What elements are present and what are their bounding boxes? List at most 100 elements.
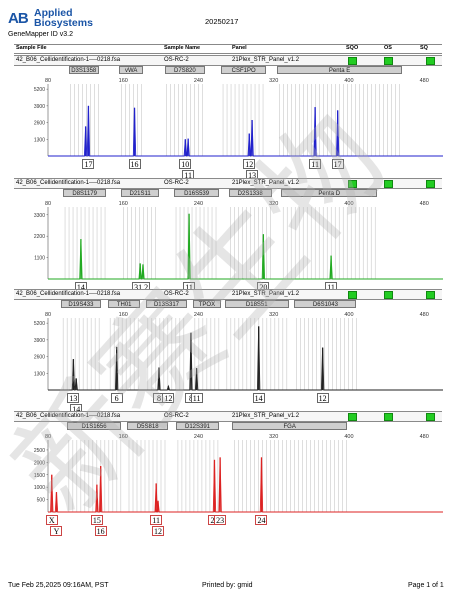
x-tick-label: 320	[269, 78, 278, 84]
locus-label: CSF1PO	[221, 66, 267, 74]
x-tick-label: 80	[45, 78, 51, 84]
allele-call: 12	[243, 159, 256, 169]
allele-call: 12	[316, 393, 329, 403]
panel-file: 42_B06_Cellidentification-1----0218.fsa	[16, 57, 121, 63]
y-tick-label: 1100	[34, 256, 45, 262]
brand-line-2: Biosystems	[34, 17, 93, 29]
y-tick-label: 500	[37, 498, 46, 504]
col-sq: SQ	[420, 45, 428, 51]
locus-label: D13S317	[145, 300, 188, 308]
trace-line	[48, 326, 443, 391]
y-tick-label: 1300	[34, 371, 45, 377]
y-tick-label: 2000	[34, 460, 45, 466]
locus-label: FGA	[232, 422, 348, 430]
x-tick-label: 160	[119, 312, 128, 318]
footer-printed-by: Printed by: gmid	[202, 582, 253, 589]
x-tick-label: 480	[420, 312, 429, 318]
locus-label: D8S1179	[63, 189, 107, 197]
locus-label: D7S820	[164, 66, 206, 74]
x-tick-label: 160	[119, 434, 128, 440]
panel-header: 42_B06_Cellidentification-1----0218.fsa O…	[14, 411, 442, 422]
run-date: 20250217	[205, 17, 239, 26]
allele-call: 11	[150, 515, 163, 525]
quality-flag-os	[384, 57, 393, 65]
locus-label: D19S433	[61, 300, 101, 308]
allele-call: 15	[90, 515, 103, 525]
quality-flag-sqo	[348, 413, 357, 421]
x-tick-label: 240	[194, 312, 203, 318]
panel-sample-name: OS-RC-2	[164, 180, 189, 186]
trace-line	[48, 457, 443, 513]
allele-call: Y	[50, 526, 63, 536]
electropherogram-plot: 80 160 240 320 400 480 500 1000 1500 2000 2500	[34, 434, 443, 513]
quality-flag-os	[384, 413, 393, 421]
col-sample-file: Sample File	[16, 45, 47, 51]
electropherogram-plot: 80 160 240 320 400 480 1100 2200 3300	[34, 201, 443, 280]
x-tick-label: 400	[344, 434, 353, 440]
locus-label: TPOX	[192, 300, 222, 308]
col-sqo: SQO	[346, 45, 359, 51]
quality-flag-os	[384, 291, 393, 299]
y-tick-label: 1500	[34, 473, 45, 479]
locus-label: D21S11	[121, 189, 159, 197]
column-header-bar: Sample File Sample Name Panel SQO OS SQ	[14, 44, 442, 54]
electropherogram-plot: 80 160 240 320 400 480 1300 2600 3900 5200	[34, 78, 443, 157]
y-tick-label: 3900	[34, 104, 45, 110]
panel-header: 42_B06_Cellidentification-1----0218.fsa O…	[14, 55, 442, 66]
allele-call: X	[45, 515, 58, 525]
x-tick-label: 320	[269, 201, 278, 207]
col-os: OS	[384, 45, 392, 51]
quality-flag-sq	[426, 413, 435, 421]
footer-printed-at: Tue Feb 25,2025 09:16AM, PST	[8, 582, 109, 589]
allele-call: 16	[94, 526, 107, 536]
allele-call: 12	[162, 393, 175, 403]
y-tick-label: 5200	[34, 321, 45, 327]
locus-label: D5S818	[127, 422, 169, 430]
x-tick-label: 160	[119, 201, 128, 207]
y-tick-label: 2200	[34, 234, 45, 240]
y-tick-label: 2600	[34, 355, 45, 361]
panel-file: 42_B06_Cellidentification-1----0218.fsa	[16, 291, 121, 297]
brand-logo-mark: AB	[8, 10, 29, 27]
y-tick-label: 2600	[34, 121, 45, 127]
x-tick-label: 400	[344, 201, 353, 207]
x-tick-label: 480	[420, 78, 429, 84]
locus-label: D3S1358	[68, 66, 99, 74]
locus-label: D16S539	[174, 189, 220, 197]
panel-header: 42_B06_Cellidentification-1----0218.fsa O…	[14, 178, 442, 189]
x-tick-label: 240	[194, 434, 203, 440]
panel-panel-name: 21Plex_STR_Panel_v1.2	[232, 291, 300, 297]
allele-call: 13	[67, 393, 80, 403]
x-tick-label: 80	[45, 201, 51, 207]
allele-call: 11	[309, 159, 322, 169]
x-tick-label: 240	[194, 78, 203, 84]
panel-file: 42_B06_Cellidentification-1----0218.fsa	[16, 413, 121, 419]
locus-label: D1S1656	[66, 422, 122, 430]
allele-call: 17	[82, 159, 95, 169]
quality-flag-sq	[426, 57, 435, 65]
allele-call: 12	[152, 526, 165, 536]
panel-panel-name: 21Plex_STR_Panel_v1.2	[232, 180, 300, 186]
x-tick-label: 160	[119, 78, 128, 84]
x-tick-label: 240	[194, 201, 203, 207]
x-tick-label: 320	[269, 312, 278, 318]
x-tick-label: 400	[344, 78, 353, 84]
quality-flag-sqo	[348, 57, 357, 65]
footer-page: Page 1 of 1	[408, 582, 444, 589]
allele-call: 14	[252, 393, 265, 403]
x-tick-label: 480	[420, 434, 429, 440]
x-tick-label: 80	[45, 312, 51, 318]
quality-flag-sqo	[348, 180, 357, 188]
col-sample-name: Sample Name	[164, 45, 201, 51]
quality-flag-sqo	[348, 291, 357, 299]
locus-label: Penta E	[277, 66, 402, 74]
allele-call: 23	[214, 515, 227, 525]
brand-logo-text: Applied Biosystems	[34, 8, 93, 29]
locus-label: D12S391	[175, 422, 220, 430]
panel-panel-name: 21Plex_STR_Panel_v1.2	[232, 57, 300, 63]
allele-call: 16	[128, 159, 141, 169]
x-tick-label: 400	[344, 312, 353, 318]
software-version: GeneMapper ID v3.2	[8, 31, 73, 38]
panel-header: 42_B06_Cellidentification-1----0218.fsa O…	[14, 289, 442, 300]
y-tick-label: 3900	[34, 338, 45, 344]
